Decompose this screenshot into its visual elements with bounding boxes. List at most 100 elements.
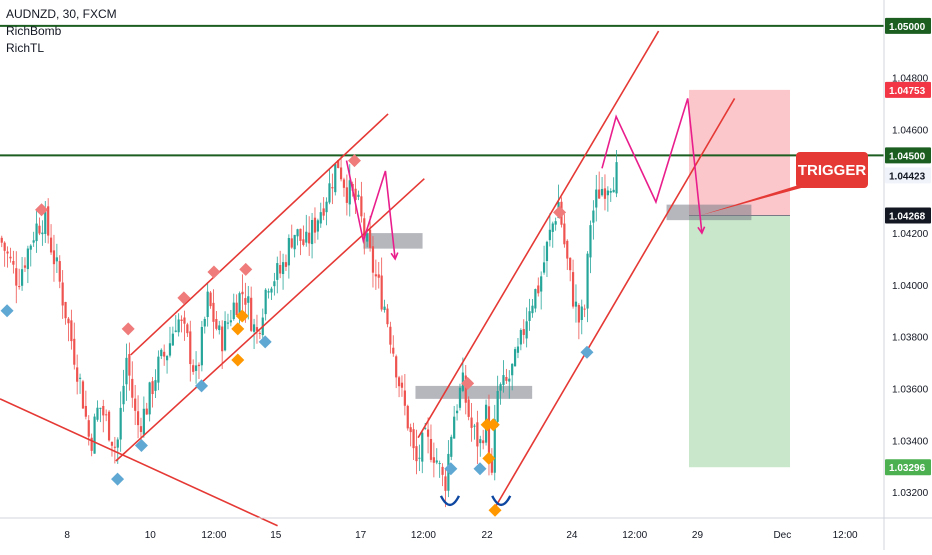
candle[interactable] <box>441 466 444 475</box>
candle[interactable] <box>400 382 404 388</box>
candle[interactable] <box>395 356 398 378</box>
candle[interactable] <box>453 416 456 439</box>
candle[interactable] <box>107 411 111 441</box>
candle[interactable] <box>52 250 56 265</box>
candle[interactable] <box>424 427 427 429</box>
candle[interactable] <box>438 463 441 465</box>
candle[interactable] <box>412 429 415 449</box>
candle[interactable] <box>470 417 473 428</box>
candle[interactable] <box>0 237 3 243</box>
candle[interactable] <box>18 286 21 288</box>
candle[interactable] <box>337 160 340 168</box>
candle[interactable] <box>313 217 317 233</box>
candle[interactable] <box>554 221 557 225</box>
buy-signal-diamond[interactable] <box>473 462 487 476</box>
candle[interactable] <box>525 321 528 339</box>
candle[interactable] <box>600 188 604 196</box>
candle[interactable] <box>409 427 412 433</box>
candle[interactable] <box>238 293 241 319</box>
candle[interactable] <box>139 426 143 433</box>
candle[interactable] <box>502 375 505 385</box>
candle[interactable] <box>241 291 244 295</box>
candle[interactable] <box>180 319 183 321</box>
symbol-legend[interactable]: AUDNZD, 30, FXCM <box>6 7 117 21</box>
candle[interactable] <box>102 405 105 416</box>
candle[interactable] <box>223 321 227 351</box>
candle[interactable] <box>571 272 575 307</box>
candle[interactable] <box>287 238 290 266</box>
candle[interactable] <box>200 326 203 366</box>
candle[interactable] <box>389 326 392 345</box>
candle[interactable] <box>537 285 540 294</box>
alert-signal-diamond[interactable] <box>488 503 502 517</box>
candle[interactable] <box>32 240 35 243</box>
candle[interactable] <box>406 405 409 429</box>
candle[interactable] <box>215 318 218 329</box>
candle[interactable] <box>342 179 346 188</box>
candle[interactable] <box>368 229 372 248</box>
candle[interactable] <box>418 457 421 459</box>
candle[interactable] <box>345 187 348 203</box>
candle[interactable] <box>308 232 311 244</box>
candle[interactable] <box>415 446 418 462</box>
candle[interactable] <box>490 460 493 473</box>
candle[interactable] <box>357 194 360 197</box>
candle[interactable] <box>226 322 230 324</box>
candle[interactable] <box>519 330 522 345</box>
candle[interactable] <box>128 354 131 376</box>
candle[interactable] <box>508 378 511 382</box>
candle[interactable] <box>105 414 108 416</box>
candle[interactable] <box>171 333 174 346</box>
candle[interactable] <box>255 327 259 331</box>
candle[interactable] <box>450 436 453 457</box>
candle[interactable] <box>38 225 41 234</box>
candle[interactable] <box>221 326 224 352</box>
candle[interactable] <box>73 338 76 365</box>
candle[interactable] <box>99 407 102 409</box>
trend-line[interactable] <box>417 30 660 439</box>
candle[interactable] <box>496 390 499 422</box>
sell-signal-diamond[interactable] <box>461 376 475 390</box>
candle[interactable] <box>499 384 502 391</box>
buy-signal-diamond[interactable] <box>580 345 594 359</box>
candle[interactable] <box>511 363 514 376</box>
candle[interactable] <box>354 188 357 200</box>
candle[interactable] <box>192 365 195 372</box>
candle[interactable] <box>366 233 369 242</box>
candle[interactable] <box>136 411 140 426</box>
candle[interactable] <box>154 380 157 391</box>
candle[interactable] <box>168 343 172 356</box>
sell-signal-diamond[interactable] <box>347 154 361 168</box>
candle[interactable] <box>426 429 430 437</box>
alert-signal-diamond[interactable] <box>231 322 245 336</box>
price-tag[interactable] <box>885 459 931 476</box>
candle[interactable] <box>110 441 114 446</box>
candle[interactable] <box>305 231 308 243</box>
candle[interactable] <box>55 257 58 262</box>
candle[interactable] <box>49 237 53 253</box>
candle[interactable] <box>116 439 119 448</box>
candle[interactable] <box>360 196 363 217</box>
candle[interactable] <box>545 241 549 262</box>
candle[interactable] <box>290 238 293 248</box>
trend-line[interactable] <box>0 398 278 527</box>
sell-signal-diamond[interactable] <box>553 205 567 219</box>
alert-signal-diamond[interactable] <box>486 418 500 432</box>
candle[interactable] <box>319 212 322 224</box>
buy-signal-diamond[interactable] <box>0 304 14 318</box>
candle[interactable] <box>20 269 24 286</box>
candle[interactable] <box>96 407 99 420</box>
trigger-callout[interactable] <box>796 152 868 188</box>
candle[interactable] <box>540 276 543 292</box>
bowl-arc[interactable] <box>439 495 461 507</box>
candle[interactable] <box>473 425 476 427</box>
candle[interactable] <box>583 308 586 310</box>
candle[interactable] <box>6 251 9 254</box>
candle[interactable] <box>363 218 366 238</box>
candle[interactable] <box>595 189 598 208</box>
indicator-legend-richbomb[interactable]: RichBomb <box>6 24 62 38</box>
candle[interactable] <box>177 319 180 333</box>
alert-signal-diamond[interactable] <box>231 353 245 367</box>
